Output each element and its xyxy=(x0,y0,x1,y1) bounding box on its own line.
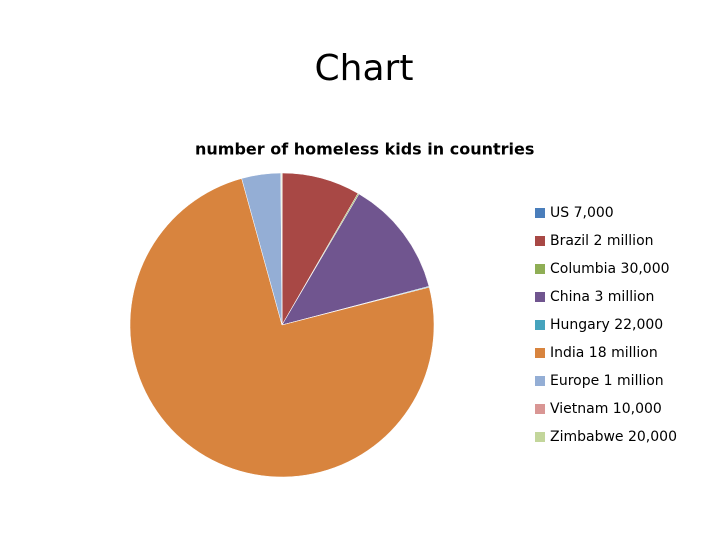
legend-swatch xyxy=(535,404,545,414)
legend-swatch xyxy=(535,208,545,218)
legend-swatch xyxy=(535,432,545,442)
legend-label: Vietnam 10,000 xyxy=(550,401,662,417)
legend-swatch xyxy=(535,292,545,302)
legend-label: Brazil 2 million xyxy=(550,233,654,249)
legend-label: Zimbabwe 20,000 xyxy=(550,429,677,445)
legend-label: Hungary 22,000 xyxy=(550,317,663,333)
chart-title: Chart xyxy=(315,48,414,89)
legend-label: Columbia 30,000 xyxy=(550,261,670,277)
pie-slice xyxy=(129,178,435,478)
legend-label: India 18 million xyxy=(550,345,658,361)
legend-label: Europe 1 million xyxy=(550,373,664,389)
legend-swatch xyxy=(535,236,545,246)
legend-swatch xyxy=(535,320,545,330)
legend-label: China 3 million xyxy=(550,289,654,305)
legend-label: US 7,000 xyxy=(550,205,614,221)
pie-slice xyxy=(280,172,283,326)
legend-swatch xyxy=(535,348,545,358)
pie-slice xyxy=(281,193,430,326)
legend-swatch xyxy=(535,376,545,386)
chart-subtitle: number of homeless kids in countries xyxy=(195,140,534,159)
legend-swatch xyxy=(535,264,545,274)
